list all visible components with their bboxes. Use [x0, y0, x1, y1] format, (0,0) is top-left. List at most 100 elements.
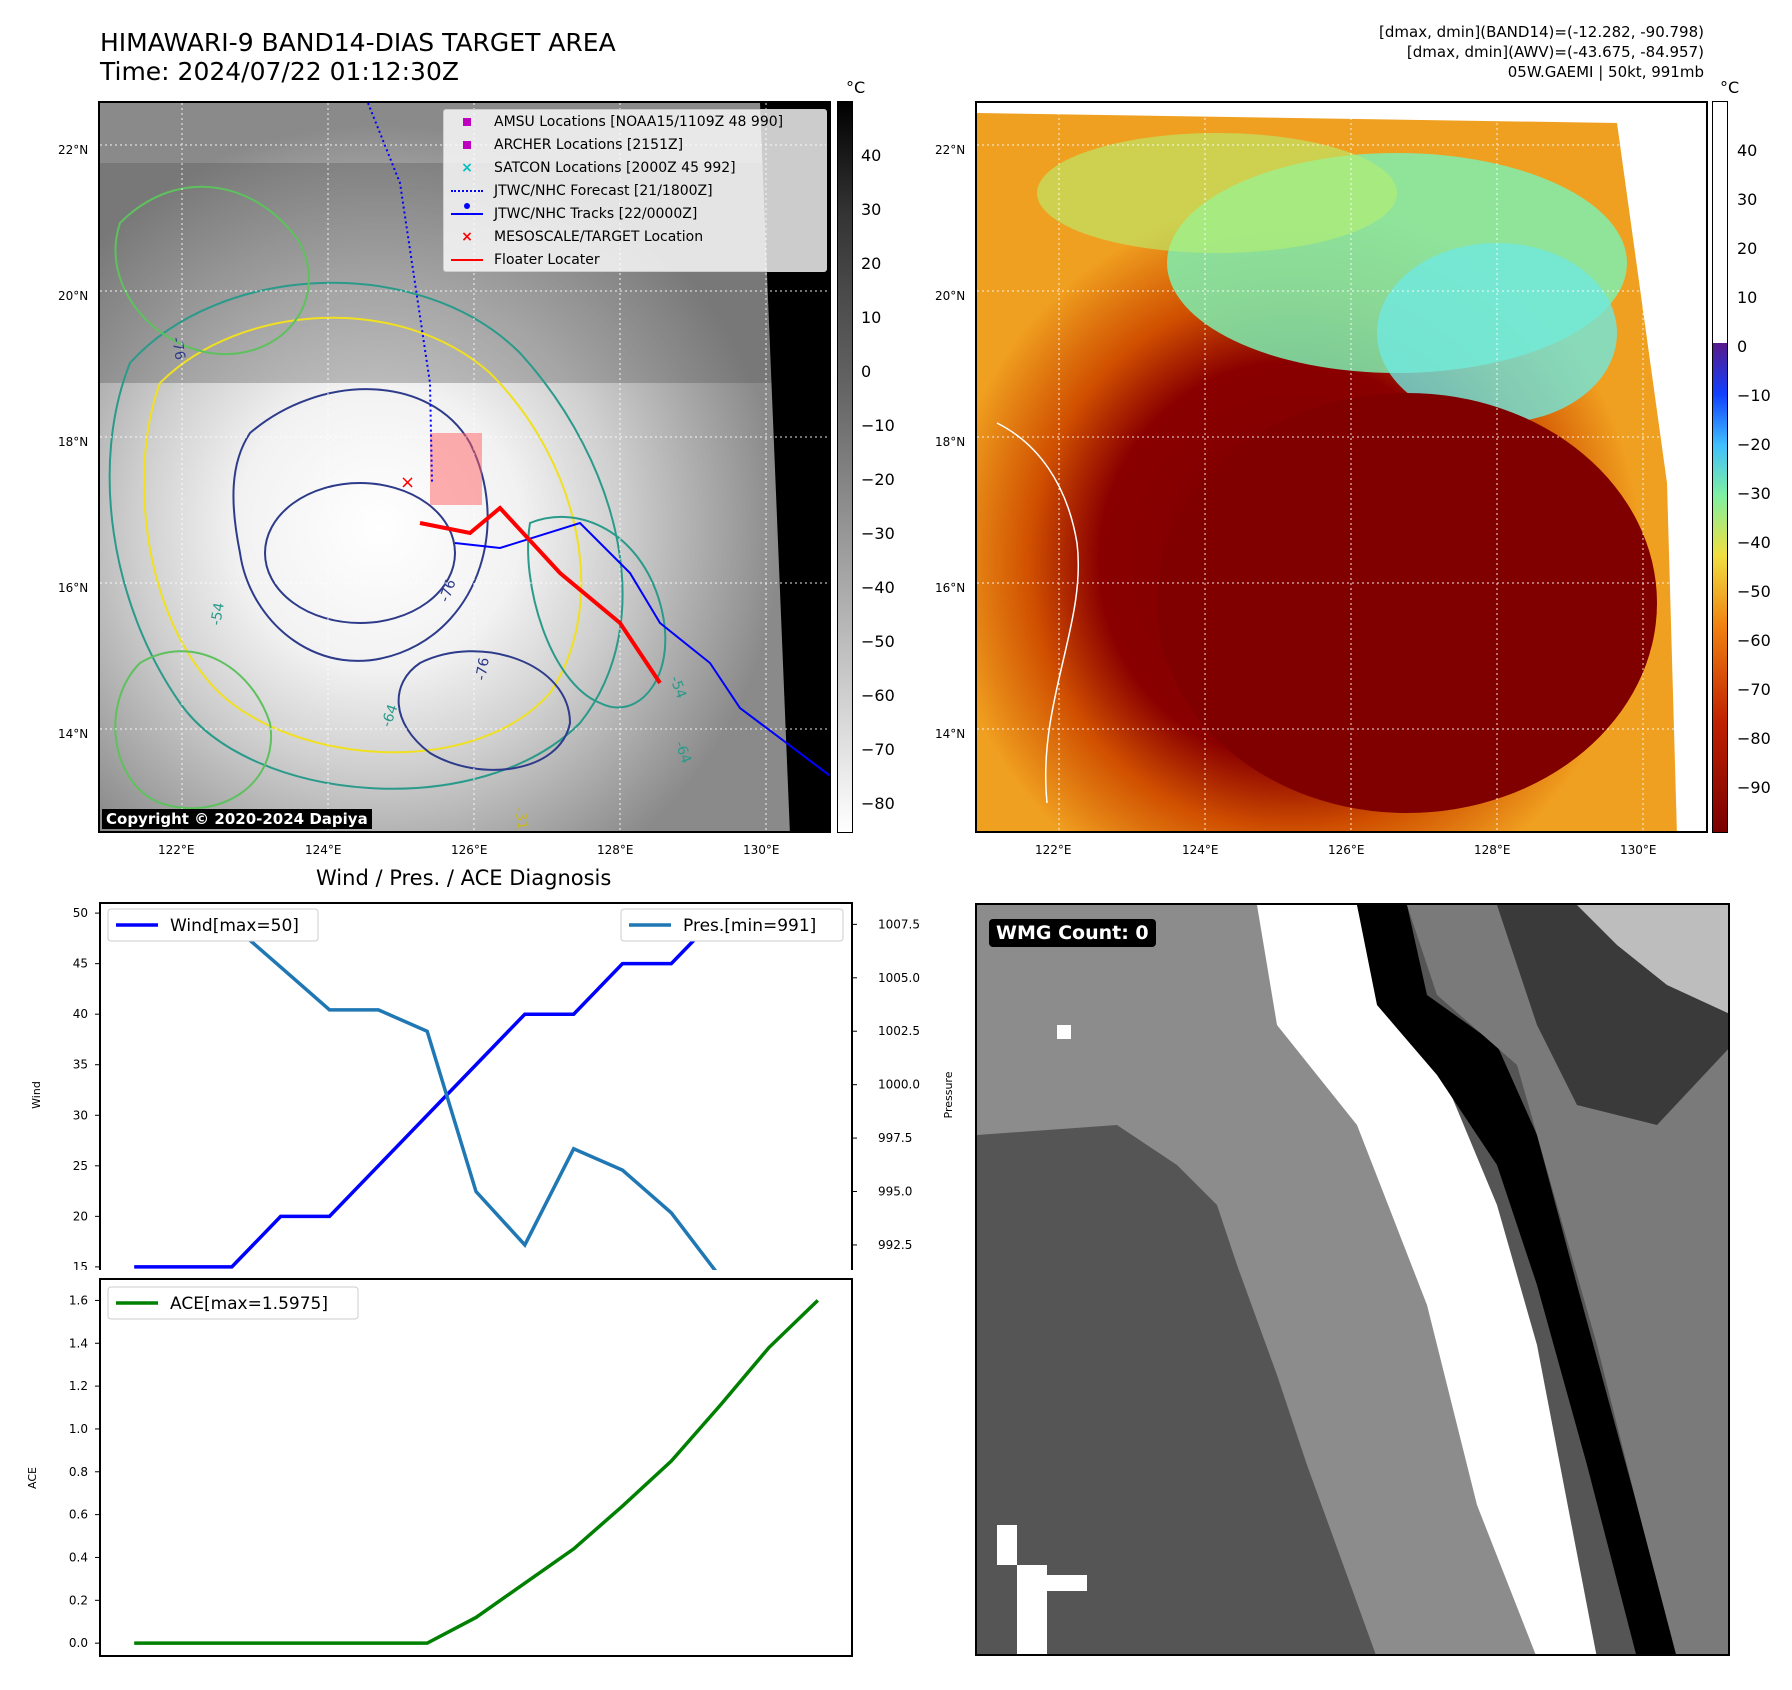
info-line-1: [dmax, dmin](BAND14)=(-12.282, -90.798) [1379, 23, 1704, 41]
lat-label: 18°N [935, 435, 966, 449]
y-axis-label: ACE [26, 1467, 39, 1489]
red-x-icon: × [461, 228, 473, 245]
blue-line-dot-icon [450, 202, 484, 222]
colorbar-tick: −60 [1737, 631, 1771, 650]
lon-label: 126°E [1328, 843, 1365, 857]
colorbar-tick: −30 [1737, 484, 1771, 503]
diagnosis-title: Wind / Pres. / ACE Diagnosis [316, 866, 612, 890]
y2-axis-label: Pressure [942, 1071, 955, 1118]
lat-label: 20°N [58, 289, 89, 303]
y-tick-label: 35 [73, 1058, 88, 1072]
y2-tick-label: 1002.5 [878, 1024, 920, 1038]
colorbar-tick: −20 [1737, 435, 1771, 454]
y-tick-label: 1.4 [69, 1336, 88, 1350]
cyan-x-icon: × [461, 159, 473, 176]
lon-label: 126°E [451, 843, 488, 857]
contour-label: -64 [379, 702, 402, 729]
pressure-legend-box [620, 908, 844, 942]
red-line-icon [450, 252, 484, 268]
y-tick-label: 0.2 [69, 1593, 88, 1607]
colorbar-tick: −10 [1737, 386, 1771, 405]
contour-label: -31 [511, 806, 531, 831]
lat-label: 14°N [935, 727, 966, 741]
lat-label: 22°N [58, 143, 89, 157]
chart-title: HIMAWARI-9 BAND14-DIAS TARGET AREA Time:… [100, 28, 616, 86]
lon-label: 122°E [158, 843, 195, 857]
colorbar-tick: −10 [861, 416, 895, 435]
colorbar-tick: −70 [861, 740, 895, 759]
title-line-2: Time: 2024/07/22 01:12:30Z [100, 57, 459, 86]
ir-colorbar [837, 101, 853, 833]
lon-label: 124°E [1182, 843, 1219, 857]
y-tick-label: 1.6 [69, 1293, 88, 1307]
copyright-label: Copyright © 2020-2024 Dapiya [102, 809, 372, 829]
ace-chart: 1.6 1.4 1.2 1.0 0.8 0.6 0.4 0.2 0.0 ACE ACE[max=1.… [26, 1278, 853, 1657]
legend-item: Floater Locater [444, 248, 826, 271]
pressure-series-line [133, 911, 718, 1270]
lat-label: 20°N [935, 289, 966, 303]
y-tick-label: 45 [73, 957, 88, 971]
svg-text:×: × [400, 472, 415, 493]
colorbar-tick: 20 [1737, 239, 1758, 258]
colorbar-tick: −80 [861, 794, 895, 813]
contour-label: -76 [168, 336, 188, 361]
legend-item: JTWC/NHC Tracks [22/0000Z] [444, 202, 826, 225]
lon-label: 130°E [1620, 843, 1657, 857]
colorbar-tick: 40 [1737, 141, 1758, 160]
y2-tick-label: 995.0 [878, 1185, 912, 1199]
magenta-square-icon [450, 114, 484, 130]
colorbar-tick: −60 [861, 686, 895, 705]
contour-label: -76 [473, 656, 493, 681]
y-tick-label: 20 [73, 1209, 88, 1223]
legend-item: × SATCON Locations [2000Z 45 992] [444, 156, 826, 179]
y2-tick-label: 1007.5 [878, 917, 920, 931]
y-tick-label: 30 [73, 1108, 88, 1122]
y2-tick-label: 1000.0 [878, 1078, 920, 1092]
colorbar-tick: −90 [1737, 778, 1771, 797]
lat-label: 18°N [58, 435, 89, 449]
colorbar-tick: 10 [1737, 288, 1758, 307]
title-line-1: HIMAWARI-9 BAND14-DIAS TARGET AREA [100, 28, 616, 57]
wind-pressure-chart: 50 45 40 35 30 25 20 15 1007.5 1005.0 1002.5 1000.0… [30, 902, 955, 1270]
magenta-square-icon [450, 137, 484, 153]
ace-series-line [134, 1299, 820, 1645]
y-axis-label: Wind [30, 1081, 43, 1109]
colorbar-tick: −80 [1737, 729, 1771, 748]
y-tick-label: 25 [73, 1159, 88, 1173]
y-tick-label: 1.0 [69, 1422, 88, 1436]
colorbar-tick: 10 [861, 308, 882, 327]
lat-label: 16°N [58, 581, 89, 595]
info-line-3: 05W.GAEMI | 50kt, 991mb [1507, 63, 1704, 81]
awv-imagery [977, 103, 1706, 831]
wmg-imagery [977, 905, 1728, 1654]
blue-dotted-line-icon [450, 183, 484, 199]
colorbar-tick: −40 [861, 578, 895, 597]
contour-label: -64 [671, 739, 694, 766]
ace-legend-label: ACE[max=1.5975] [170, 1294, 328, 1314]
wind-legend-box [107, 908, 319, 942]
wind-legend-label: Wind[max=50] [170, 916, 299, 936]
legend-item: × MESOSCALE/TARGET Location [444, 225, 826, 248]
colorbar-tick: 0 [1737, 337, 1748, 356]
y-tick-label: 50 [73, 906, 88, 920]
ace-legend-box [107, 1286, 359, 1320]
colorbar-tick: 20 [861, 254, 882, 273]
plot-frame [99, 902, 853, 1270]
pressure-legend-label: Pres.[min=991] [683, 916, 816, 936]
colorbar-tick: −70 [1737, 680, 1771, 699]
lat-label: 14°N [58, 727, 89, 741]
colorbar-tick: 30 [861, 200, 882, 219]
contour-label: -54 [208, 601, 228, 626]
ir-colorbar-unit: °C [846, 78, 866, 97]
lat-label: 22°N [935, 143, 966, 157]
y-tick-label: 40 [73, 1007, 88, 1021]
colorbar-tick: 30 [1737, 190, 1758, 209]
storm-info: [dmax, dmin](BAND14)=(-12.282, -90.798) … [1379, 22, 1704, 82]
y2-tick-label: 1005.0 [878, 971, 920, 985]
map-legend: AMSU Locations [NOAA15/1109Z 48 990] ARC… [443, 109, 827, 272]
colorbar-tick: 40 [861, 146, 882, 165]
awv-colorbar [1712, 101, 1728, 833]
legend-item: JTWC/NHC Forecast [21/1800Z] [444, 179, 826, 202]
lon-label: 124°E [305, 843, 342, 857]
colorbar-tick: −30 [861, 524, 895, 543]
